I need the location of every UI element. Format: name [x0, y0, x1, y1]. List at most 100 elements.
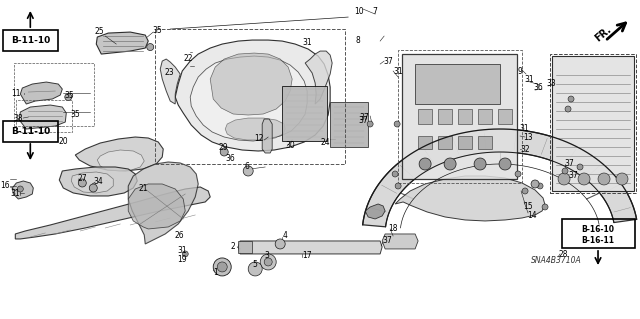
Text: 37: 37 — [383, 56, 393, 65]
Polygon shape — [478, 136, 492, 149]
Text: 35: 35 — [152, 26, 162, 34]
Text: 30: 30 — [285, 140, 295, 150]
Circle shape — [65, 93, 72, 100]
Polygon shape — [60, 167, 137, 196]
Polygon shape — [402, 54, 517, 179]
Text: 18: 18 — [388, 225, 397, 234]
Text: B-11-10: B-11-10 — [11, 127, 50, 136]
Polygon shape — [238, 241, 382, 254]
Circle shape — [217, 262, 227, 272]
Text: 31: 31 — [11, 189, 20, 198]
Text: B-16-10: B-16-10 — [582, 225, 614, 234]
Circle shape — [577, 164, 583, 170]
Polygon shape — [478, 109, 492, 124]
Text: 14: 14 — [527, 211, 537, 220]
Circle shape — [213, 258, 231, 276]
Circle shape — [78, 179, 86, 187]
Text: 25: 25 — [95, 26, 104, 35]
Text: 35: 35 — [64, 91, 74, 100]
Polygon shape — [225, 118, 285, 140]
Polygon shape — [96, 32, 148, 54]
Polygon shape — [97, 150, 144, 171]
Text: 36: 36 — [225, 153, 235, 162]
Polygon shape — [160, 59, 180, 104]
Bar — [238, 241, 252, 253]
Text: 38: 38 — [13, 114, 23, 122]
Polygon shape — [418, 109, 432, 124]
Polygon shape — [438, 109, 452, 124]
Polygon shape — [418, 136, 432, 149]
Circle shape — [264, 258, 272, 266]
Circle shape — [260, 254, 276, 270]
Circle shape — [444, 158, 456, 170]
Circle shape — [568, 96, 574, 102]
Text: 3: 3 — [264, 251, 269, 260]
Circle shape — [515, 171, 521, 177]
Text: 31: 31 — [393, 67, 403, 76]
Circle shape — [562, 168, 568, 174]
Text: 6: 6 — [244, 162, 249, 172]
Polygon shape — [305, 51, 332, 104]
Text: 4: 4 — [282, 232, 287, 241]
Text: FR.: FR. — [593, 25, 613, 44]
Text: B-11-10: B-11-10 — [11, 35, 50, 45]
Polygon shape — [20, 82, 62, 104]
Text: 37: 37 — [360, 113, 369, 122]
Text: 31: 31 — [519, 123, 529, 132]
Circle shape — [392, 171, 398, 177]
Circle shape — [616, 173, 628, 185]
Text: 34: 34 — [93, 177, 103, 187]
Polygon shape — [395, 176, 545, 221]
Text: 8: 8 — [355, 35, 360, 45]
Polygon shape — [262, 119, 272, 153]
Text: 9: 9 — [517, 67, 522, 76]
Polygon shape — [76, 137, 163, 171]
Circle shape — [275, 239, 285, 249]
Circle shape — [394, 121, 400, 127]
Polygon shape — [210, 53, 292, 115]
Polygon shape — [365, 204, 385, 219]
Circle shape — [565, 106, 571, 112]
Text: 24: 24 — [321, 137, 330, 146]
Circle shape — [243, 166, 253, 176]
Text: 31: 31 — [177, 247, 187, 256]
Polygon shape — [363, 129, 637, 227]
Text: 17: 17 — [302, 251, 312, 260]
Bar — [282, 86, 327, 141]
Polygon shape — [190, 56, 307, 141]
Circle shape — [367, 121, 373, 127]
Text: 29: 29 — [218, 143, 228, 152]
Circle shape — [17, 186, 23, 192]
Text: 2: 2 — [230, 242, 236, 251]
Circle shape — [537, 183, 543, 189]
Polygon shape — [12, 181, 33, 199]
Text: 37: 37 — [358, 115, 368, 124]
Text: 35: 35 — [70, 109, 80, 119]
Polygon shape — [382, 234, 418, 249]
Text: 23: 23 — [164, 68, 174, 77]
Circle shape — [499, 158, 511, 170]
Circle shape — [182, 251, 188, 257]
Polygon shape — [415, 64, 500, 104]
Text: 33: 33 — [546, 78, 556, 87]
Text: 26: 26 — [174, 232, 184, 241]
Text: 32: 32 — [520, 145, 530, 153]
Text: SNA4B3710A: SNA4B3710A — [531, 256, 581, 265]
Text: 31: 31 — [302, 38, 312, 47]
Text: 20: 20 — [59, 137, 68, 145]
Polygon shape — [458, 136, 472, 149]
Circle shape — [147, 44, 154, 50]
Text: 37: 37 — [568, 172, 578, 181]
Polygon shape — [128, 184, 185, 229]
Text: 36: 36 — [533, 83, 543, 92]
Text: 7: 7 — [372, 7, 377, 16]
Text: 1: 1 — [213, 269, 218, 278]
Text: 11: 11 — [11, 89, 20, 98]
Polygon shape — [552, 56, 634, 191]
Text: 21: 21 — [138, 184, 148, 194]
Circle shape — [522, 188, 528, 194]
Circle shape — [578, 173, 590, 185]
Circle shape — [89, 184, 97, 192]
Text: 13: 13 — [523, 132, 532, 142]
Text: 22: 22 — [184, 54, 193, 63]
